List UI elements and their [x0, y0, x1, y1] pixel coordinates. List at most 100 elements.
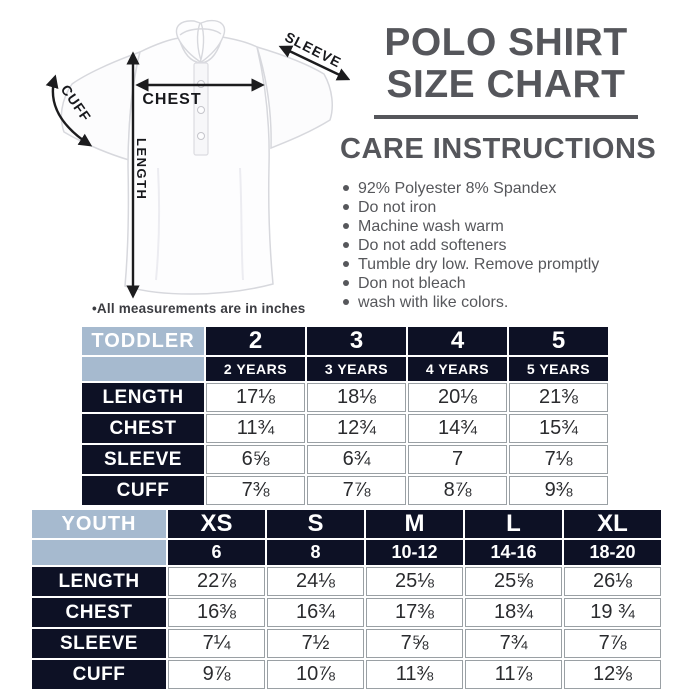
youth-range-cell: 18-20 — [564, 540, 661, 565]
row-label-cell: SLEEVE — [32, 629, 166, 658]
care-item: Tumble dry low. Remove promptly — [340, 255, 672, 274]
toddler-age-cell: 3 YEARS — [307, 357, 406, 381]
measurement-cell: 7¼ — [168, 629, 265, 658]
row-label-cell: CUFF — [82, 476, 204, 505]
bullet-dot — [343, 280, 349, 286]
measurement-cell: 24⅛ — [267, 567, 364, 596]
row-label-cell: SLEEVE — [82, 445, 204, 474]
toddler-subheader-empty-cell — [82, 357, 204, 381]
shirt-button — [197, 132, 205, 140]
measurement-cell: 7⅜ — [206, 476, 305, 505]
care-item-text: 92% Polyester 8% Spandex — [358, 180, 557, 197]
measurement-cell: 6⅝ — [206, 445, 305, 474]
polo-shirt-illustration — [60, 19, 333, 295]
measurement-cell: 15¾ — [509, 414, 608, 443]
care-instructions-heading: CARE INSTRUCTIONS — [340, 133, 657, 165]
youth-chest-row: CHEST 16⅜ 16¾ 17⅜ 18¾ 19 ¾ — [32, 598, 661, 627]
measurement-cell: 12⅜ — [564, 660, 661, 689]
measurement-cell: 12¾ — [307, 414, 406, 443]
toddler-size-cell: 3 — [307, 327, 406, 355]
measurement-cell: 16⅜ — [168, 598, 265, 627]
youth-range-row: 6 8 10-12 14-16 18-20 — [32, 540, 661, 565]
measurement-cell: 20⅛ — [408, 383, 507, 412]
youth-size-cell: XS — [168, 510, 265, 538]
measurement-cell: 7⅞ — [307, 476, 406, 505]
row-label-cell: CHEST — [82, 414, 204, 443]
toddler-sleeve-row: SLEEVE 6⅝ 6¾ 7 7⅛ — [82, 445, 608, 474]
measurement-cell: 7½ — [267, 629, 364, 658]
youth-cuff-row: CUFF 9⅞ 10⅞ 11⅜ 11⅞ 12⅜ — [32, 660, 661, 689]
measurement-cell: 19 ¾ — [564, 598, 661, 627]
youth-range-cell: 8 — [267, 540, 364, 565]
bullet-dot — [343, 204, 349, 210]
measurement-arrows — [45, 45, 351, 299]
toddler-age-cell: 4 YEARS — [408, 357, 507, 381]
length-label: LENGTH — [134, 138, 149, 200]
youth-sleeve-row: SLEEVE 7¼ 7½ 7⅝ 7¾ 7⅞ — [32, 629, 661, 658]
measurement-cell: 16¾ — [267, 598, 364, 627]
care-item: 92% Polyester 8% Spandex — [340, 179, 672, 198]
measurement-cell: 7⅞ — [564, 629, 661, 658]
measurement-cell: 9⅜ — [509, 476, 608, 505]
row-label-cell: LENGTH — [32, 567, 166, 596]
measurement-cell: 11⅜ — [366, 660, 463, 689]
row-label-cell: CUFF — [32, 660, 166, 689]
toddler-cuff-row: CUFF 7⅜ 7⅞ 8⅞ 9⅜ — [82, 476, 608, 505]
toddler-age-cell: 2 YEARS — [206, 357, 305, 381]
toddler-header-cell: TODDLER — [82, 327, 204, 355]
care-item-text: Tumble dry low. Remove promptly — [358, 256, 600, 273]
title-care-section: POLO SHIRT SIZE CHART CARE INSTRUCTIONS … — [340, 22, 672, 312]
measurement-cell: 25⅛ — [366, 567, 463, 596]
youth-subheader-empty-cell — [32, 540, 166, 565]
care-item: Don not bleach — [340, 274, 672, 293]
page-title-line2: SIZE CHART — [386, 63, 626, 106]
toddler-chest-row: CHEST 11¾ 12¾ 14¾ 15¾ — [82, 414, 608, 443]
toddler-size-cell: 4 — [408, 327, 507, 355]
title-underline — [374, 115, 638, 119]
toddler-size-cell: 2 — [206, 327, 305, 355]
bullet-dot — [343, 223, 349, 229]
shirt-collar-right-flap — [198, 19, 226, 65]
measurement-cell: 6¾ — [307, 445, 406, 474]
measurement-cell: 25⅝ — [465, 567, 562, 596]
care-item-text: Do not add softeners — [358, 237, 507, 254]
toddler-size-table: TODDLER 2 3 4 5 2 YEARS 3 YEARS 4 YEARS … — [80, 325, 610, 507]
toddler-age-row: 2 YEARS 3 YEARS 4 YEARS 5 YEARS — [82, 357, 608, 381]
measurement-cell: 22⅞ — [168, 567, 265, 596]
measurement-cell: 7 — [408, 445, 507, 474]
youth-range-cell: 14-16 — [465, 540, 562, 565]
youth-range-cell: 10-12 — [366, 540, 463, 565]
care-item: Machine wash warm — [340, 217, 672, 236]
sleeve-arrow — [278, 45, 351, 81]
measurement-cell: 26⅛ — [564, 567, 661, 596]
care-item: Do not add softeners — [340, 236, 672, 255]
shirt-fold-left — [155, 167, 161, 281]
measurement-cell: 10⅞ — [267, 660, 364, 689]
shirt-collar-band — [179, 28, 222, 36]
measurement-cell: 21⅜ — [509, 383, 608, 412]
care-item-text: wash with like colors. — [358, 294, 509, 311]
measurement-cell: 17⅜ — [366, 598, 463, 627]
toddler-age-cell: 5 YEARS — [509, 357, 608, 381]
row-label-cell: CHEST — [32, 598, 166, 627]
polo-shirt-diagram: CHEST LENGTH SLEEVE CUFF — [28, 18, 351, 304]
youth-length-row: LENGTH 22⅞ 24⅛ 25⅛ 25⅝ 26⅛ — [32, 567, 661, 596]
youth-range-cell: 6 — [168, 540, 265, 565]
measurement-cell: 8⅞ — [408, 476, 507, 505]
toddler-size-cell: 5 — [509, 327, 608, 355]
chest-label: CHEST — [142, 91, 201, 108]
youth-size-cell: S — [267, 510, 364, 538]
measurement-cell: 11¾ — [206, 414, 305, 443]
care-item: Do not iron — [340, 198, 672, 217]
measurement-cell: 9⅞ — [168, 660, 265, 689]
shirt-collar-left-flap — [175, 20, 204, 65]
shirt-fold-right — [239, 167, 244, 281]
measurement-cell: 18¾ — [465, 598, 562, 627]
bullet-dot — [343, 261, 349, 267]
measurement-cell: 11⅞ — [465, 660, 562, 689]
bullet-dot — [343, 242, 349, 248]
youth-size-cell: M — [366, 510, 463, 538]
measurement-cell: 7¾ — [465, 629, 562, 658]
care-item: wash with like colors. — [340, 293, 672, 312]
measurements-note: •All measurements are in inches — [92, 301, 306, 316]
